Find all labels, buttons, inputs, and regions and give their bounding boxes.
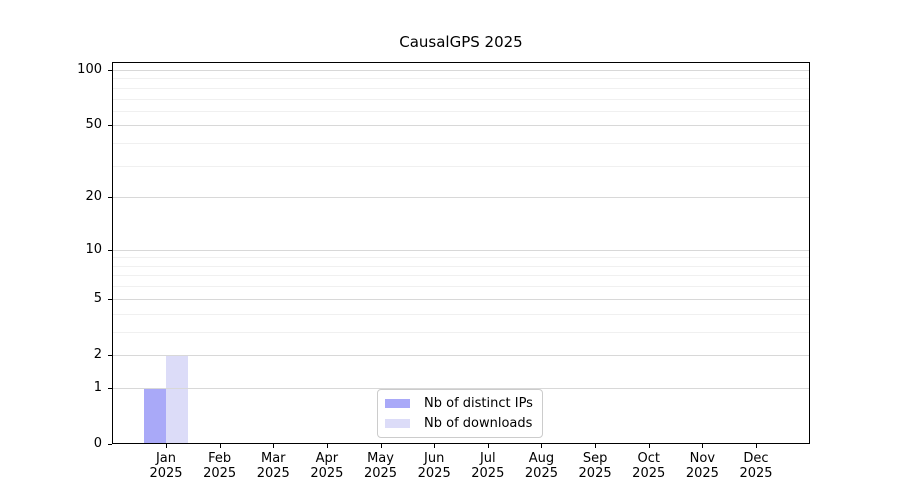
x-tick-label: Apr 2025 bbox=[295, 451, 359, 481]
x-tick-year: 2025 bbox=[471, 466, 505, 481]
y-gridline-minor bbox=[112, 143, 810, 145]
x-tick-label: Jul 2025 bbox=[456, 451, 520, 481]
axes-frame bbox=[112, 62, 810, 444]
y-gridline-minor bbox=[112, 110, 810, 112]
x-tick-year: 2025 bbox=[256, 466, 290, 481]
x-tick-mark bbox=[434, 444, 436, 448]
x-tick-year: 2025 bbox=[310, 466, 344, 481]
y-gridline-minor bbox=[112, 275, 810, 277]
x-tick-month: Feb bbox=[208, 451, 232, 466]
x-tick-label: Dec 2025 bbox=[724, 451, 788, 481]
y-tick-mark bbox=[108, 354, 112, 356]
y-gridline-major bbox=[112, 354, 810, 356]
x-tick-mark bbox=[326, 444, 328, 448]
x-tick-year: 2025 bbox=[524, 466, 558, 481]
x-tick-mark bbox=[595, 444, 597, 448]
x-tick-year: 2025 bbox=[149, 466, 183, 481]
legend: Nb of distinct IPs Nb of downloads bbox=[377, 389, 543, 438]
x-tick-month: May bbox=[367, 451, 394, 466]
x-tick-month: Jun bbox=[424, 451, 445, 466]
y-gridline-major bbox=[112, 298, 810, 300]
x-tick-month: Mar bbox=[261, 451, 286, 466]
x-tick-month: Oct bbox=[637, 451, 660, 466]
plot-area: Nb of distinct IPs Nb of downloads bbox=[108, 62, 810, 448]
x-tick-mark bbox=[648, 444, 650, 448]
x-tick-label: Oct 2025 bbox=[617, 451, 681, 481]
x-tick-month: Sep bbox=[582, 451, 608, 466]
x-tick-mark bbox=[219, 444, 221, 448]
y-gridline-minor bbox=[112, 98, 810, 100]
x-tick-label: Feb 2025 bbox=[188, 451, 252, 481]
y-tick-mark bbox=[108, 249, 112, 251]
bar-nb-of-downloads bbox=[166, 354, 188, 444]
x-tick-month: Nov bbox=[689, 451, 716, 466]
x-tick-year: 2025 bbox=[739, 466, 773, 481]
x-tick-mark bbox=[166, 444, 167, 448]
x-tick-label: Aug 2025 bbox=[509, 451, 573, 481]
y-tick-label: 50 bbox=[85, 117, 102, 133]
y-gridline-major bbox=[112, 125, 810, 127]
y-gridline-minor bbox=[112, 165, 810, 167]
x-tick-label: Mar 2025 bbox=[241, 451, 305, 481]
legend-swatch bbox=[385, 419, 410, 428]
x-tick-label: May 2025 bbox=[349, 451, 413, 481]
y-gridline-major bbox=[112, 197, 810, 199]
legend-item: Nb of downloads bbox=[385, 415, 533, 432]
x-tick-year: 2025 bbox=[578, 466, 612, 481]
x-tick-month: Apr bbox=[315, 451, 339, 466]
legend-item: Nb of distinct IPs bbox=[385, 395, 533, 412]
y-gridline-major bbox=[112, 249, 810, 251]
x-tick-month: Jan bbox=[155, 451, 177, 466]
x-tick-year: 2025 bbox=[632, 466, 666, 481]
y-gridline-minor bbox=[112, 286, 810, 288]
chart-title: CausalGPS 2025 bbox=[399, 33, 523, 51]
y-tick-mark bbox=[108, 197, 112, 199]
x-tick-mark bbox=[380, 444, 382, 448]
y-tick-mark bbox=[108, 387, 112, 389]
y-gridline-major bbox=[112, 70, 810, 71]
legend-swatch bbox=[385, 399, 410, 408]
legend-label: Nb of distinct IPs bbox=[424, 396, 533, 411]
y-gridline-minor bbox=[112, 265, 810, 267]
y-tick-label: 10 bbox=[85, 241, 102, 257]
y-gridline-minor bbox=[112, 257, 810, 259]
x-tick-mark bbox=[756, 444, 757, 448]
x-tick-month: Dec bbox=[743, 451, 769, 466]
x-tick-label: Nov 2025 bbox=[670, 451, 734, 481]
x-tick-year: 2025 bbox=[685, 466, 719, 481]
bar-nb-of-distinct-ips bbox=[144, 387, 166, 444]
x-tick-month: Aug bbox=[528, 451, 555, 466]
x-tick-label: Jun 2025 bbox=[402, 451, 466, 481]
y-tick-mark bbox=[108, 70, 112, 71]
x-tick-year: 2025 bbox=[417, 466, 451, 481]
x-tick-mark bbox=[702, 444, 704, 448]
x-tick-year: 2025 bbox=[363, 466, 398, 481]
y-tick-label: 1 bbox=[93, 379, 102, 395]
y-gridline-minor bbox=[112, 87, 810, 89]
x-tick-mark bbox=[487, 444, 489, 448]
x-tick-mark bbox=[273, 444, 275, 448]
y-tick-label: 0 bbox=[93, 436, 102, 451]
y-tick-label: 2 bbox=[93, 346, 102, 362]
y-tick-mark bbox=[108, 444, 112, 445]
x-tick-label: Sep 2025 bbox=[563, 451, 627, 481]
y-tick-label: 100 bbox=[77, 62, 102, 77]
y-tick-mark bbox=[108, 125, 112, 127]
y-tick-label: 5 bbox=[93, 290, 102, 306]
x-tick-year: 2025 bbox=[203, 466, 237, 481]
y-gridline-minor bbox=[112, 331, 810, 333]
x-tick-mark bbox=[541, 444, 543, 448]
y-gridline-major bbox=[112, 387, 810, 389]
y-tick-mark bbox=[108, 298, 112, 300]
x-tick-month: Jul bbox=[479, 451, 496, 466]
x-tick-label: Jan 2025 bbox=[134, 451, 198, 481]
y-tick-label: 20 bbox=[85, 189, 102, 205]
y-gridline-minor bbox=[112, 313, 810, 315]
y-gridline-minor bbox=[112, 78, 810, 80]
legend-label: Nb of downloads bbox=[424, 416, 533, 431]
